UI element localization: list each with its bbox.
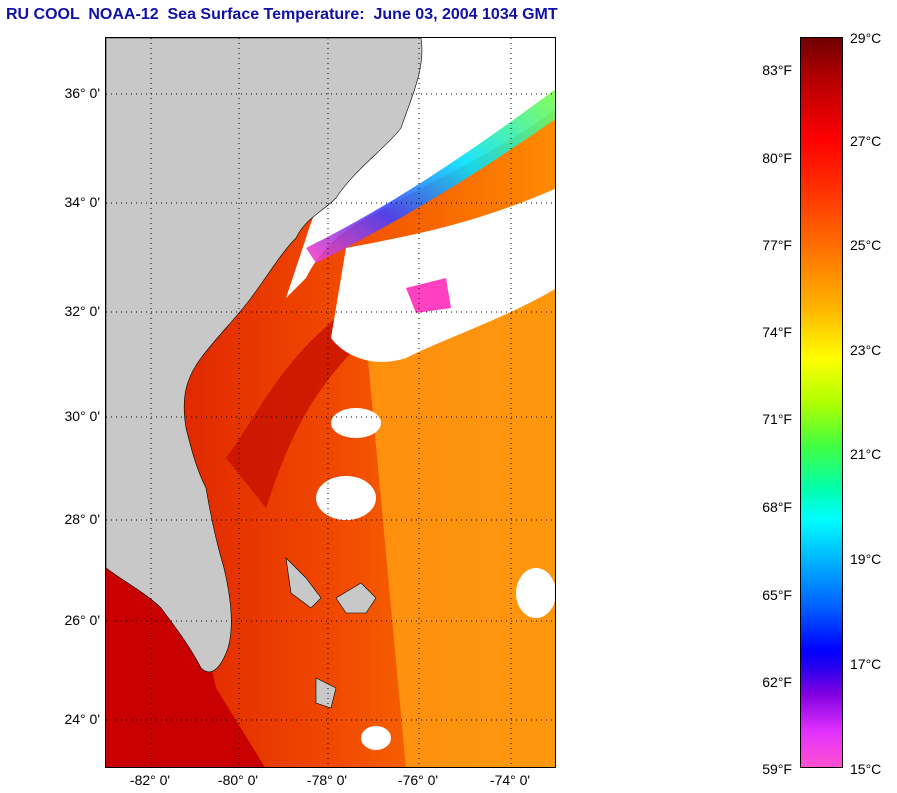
lon-label: -80° 0' <box>217 772 259 788</box>
lon-label: -76° 0' <box>397 772 439 788</box>
lon-label: -82° 0' <box>129 772 171 788</box>
lat-label: 34° 0' <box>64 194 100 210</box>
cloud-patch <box>516 568 555 618</box>
colorbar-c-label: 29°C <box>850 30 882 46</box>
map-title: RU COOL NOAA-12 Sea Surface Temperature:… <box>6 6 558 23</box>
graticule <box>106 38 555 767</box>
lat-label: 26° 0' <box>64 612 100 628</box>
land-mask-bahamas <box>315 677 337 709</box>
colorbar-f-label: 80°F <box>762 150 792 166</box>
lon-label: -74° 0' <box>489 772 531 788</box>
sst-map <box>105 37 556 768</box>
cold-patch <box>406 278 451 313</box>
colorbar-c-label: 19°C <box>850 551 882 567</box>
land-mask-bahamas <box>335 582 377 614</box>
colorbar-c-label: 17°C <box>850 656 882 672</box>
colorbar-f-label: 71°F <box>762 411 792 427</box>
sst-map-canvas <box>106 38 555 767</box>
land-mask-bahamas <box>285 557 322 609</box>
temperature-colorbar <box>800 37 843 768</box>
cloud-mask-central <box>331 188 555 362</box>
colorbar-f-label: 74°F <box>762 324 792 340</box>
land-mask-us <box>106 38 423 673</box>
cloud-patch <box>331 408 381 438</box>
lat-label: 24° 0' <box>64 711 100 727</box>
lat-label: 36° 0' <box>64 85 100 101</box>
colorbar-f-label: 62°F <box>762 674 792 690</box>
colorbar-c-label: 15°C <box>850 761 882 777</box>
cloud-patch <box>316 476 376 520</box>
colorbar-f-label: 83°F <box>762 62 792 78</box>
lat-label: 32° 0' <box>64 303 100 319</box>
colorbar-f-label: 59°F <box>762 761 792 777</box>
lat-label: 28° 0' <box>64 511 100 527</box>
lon-label: -78° 0' <box>306 772 348 788</box>
colorbar-c-label: 23°C <box>850 342 882 358</box>
colorbar-c-label: 25°C <box>850 237 882 253</box>
colorbar-c-label: 27°C <box>850 133 882 149</box>
cool-shelf-band <box>306 89 555 263</box>
colorbar-f-label: 65°F <box>762 587 792 603</box>
cloud-patch <box>361 726 391 750</box>
colorbar-c-label: 21°C <box>850 446 882 462</box>
warm-offshore-region <box>366 268 555 767</box>
lat-label: 30° 0' <box>64 408 100 424</box>
colorbar-f-label: 68°F <box>762 499 792 515</box>
colorbar-f-label: 77°F <box>762 237 792 253</box>
